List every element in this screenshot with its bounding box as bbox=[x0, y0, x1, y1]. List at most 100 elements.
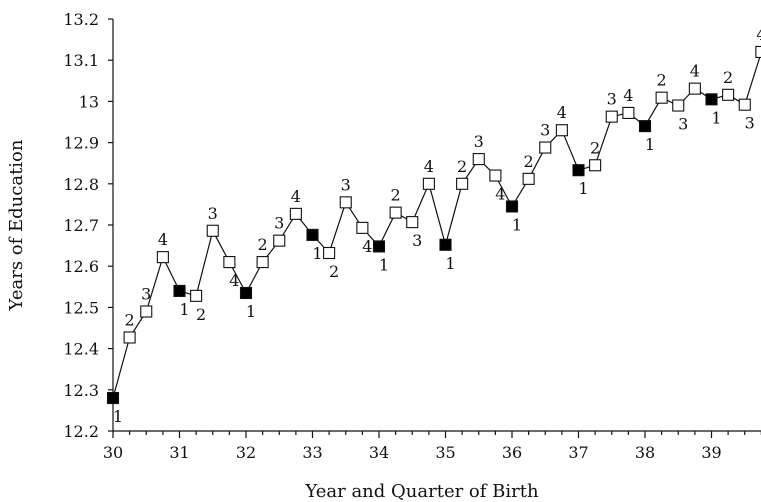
data-point-hollow bbox=[140, 305, 153, 318]
data-point-filled bbox=[505, 200, 519, 213]
data-point-filled bbox=[372, 240, 386, 253]
data-point-filled bbox=[239, 286, 253, 300]
y-tick-label: 13.2 bbox=[63, 10, 99, 29]
y-tick-label: 12.7 bbox=[63, 216, 99, 235]
quarter-label: 2 bbox=[329, 262, 339, 281]
data-point-hollow bbox=[622, 106, 635, 119]
data-point-hollow bbox=[688, 82, 701, 95]
quarter-label: 1 bbox=[445, 254, 455, 273]
data-point-filled bbox=[572, 164, 585, 177]
data-point-hollow bbox=[273, 234, 286, 247]
quarter-label: 2 bbox=[723, 68, 733, 87]
quarter-label: 4 bbox=[291, 187, 301, 206]
data-point-hollow bbox=[755, 45, 761, 59]
y-tick-label: 12.2 bbox=[63, 422, 99, 441]
data-point-hollow bbox=[472, 153, 485, 166]
data-point-hollow bbox=[389, 206, 402, 219]
x-tick-label: 33 bbox=[302, 443, 322, 462]
y-tick-label: 13.1 bbox=[63, 51, 99, 70]
data-point-hollow bbox=[156, 251, 169, 264]
data-point-filled bbox=[306, 228, 319, 241]
quarter-labels: 1234123412341234123412341234123412341234 bbox=[113, 25, 761, 426]
data-point-hollow bbox=[589, 159, 602, 172]
quarter-label: 3 bbox=[745, 114, 755, 133]
data-point-hollow bbox=[206, 224, 219, 237]
y-tick-label: 13 bbox=[79, 92, 99, 111]
data-point-hollow bbox=[456, 177, 469, 190]
y-tick-label: 12.5 bbox=[63, 298, 99, 317]
quarter-label: 1 bbox=[711, 108, 721, 127]
quarter-label: 1 bbox=[246, 302, 256, 321]
data-point-filled bbox=[106, 391, 120, 405]
quarter-label: 2 bbox=[125, 310, 135, 329]
quarter-label: 2 bbox=[391, 186, 401, 205]
x-axis-ticks: 30 31 32 33 34 35 36 37 38 39 bbox=[103, 431, 761, 462]
y-axis-ticks: 12.2 12.3 12.4 12.5 12.6 12.7 12.8 12.9 13 13.1 13… bbox=[63, 10, 113, 441]
quarter-label: 2 bbox=[524, 152, 534, 171]
quarter-label: 4 bbox=[362, 237, 372, 256]
data-point-hollow bbox=[522, 172, 535, 185]
quarter-label: 2 bbox=[457, 157, 467, 176]
quarter-label: 3 bbox=[141, 285, 151, 304]
data-point-filled bbox=[173, 284, 186, 297]
quarter-label: 1 bbox=[645, 135, 655, 154]
data-point-hollow bbox=[323, 246, 336, 260]
x-axis-title: Year and Quarter of Birth bbox=[304, 481, 539, 502]
data-point-hollow bbox=[289, 207, 302, 220]
quarter-label: 3 bbox=[274, 214, 284, 233]
y-tick-label: 12.3 bbox=[63, 381, 99, 400]
quarter-label: 3 bbox=[341, 175, 351, 194]
quarter-label: 1 bbox=[113, 407, 123, 426]
x-tick-label: 34 bbox=[369, 443, 389, 462]
quarter-label: 1 bbox=[379, 255, 389, 274]
data-point-hollow bbox=[356, 221, 369, 234]
data-point-hollow bbox=[655, 91, 668, 104]
data-point-hollow bbox=[722, 88, 735, 101]
quarter-label: 4 bbox=[557, 103, 567, 122]
data-series bbox=[112, 51, 761, 399]
quarter-label: 1 bbox=[578, 179, 588, 198]
data-point-hollow bbox=[738, 98, 751, 111]
y-axis-title: Years of Education bbox=[6, 139, 27, 311]
data-point-hollow bbox=[422, 177, 435, 190]
data-point-hollow bbox=[489, 169, 502, 182]
x-tick-label: 37 bbox=[568, 443, 588, 462]
data-point-hollow bbox=[605, 110, 618, 123]
quarter-label: 4 bbox=[756, 25, 761, 44]
quarter-label: 2 bbox=[657, 71, 667, 90]
x-tick-label: 39 bbox=[701, 443, 721, 462]
quarter-label: 3 bbox=[412, 231, 422, 250]
data-point-hollow bbox=[223, 256, 236, 269]
data-point-hollow bbox=[672, 99, 685, 112]
data-point-filled bbox=[439, 238, 452, 251]
quarter-label: 1 bbox=[512, 215, 522, 234]
x-tick-label: 36 bbox=[502, 443, 522, 462]
quarter-label: 3 bbox=[540, 121, 550, 140]
series-line bbox=[112, 51, 761, 399]
quarter-label: 4 bbox=[424, 157, 434, 176]
data-point-filled bbox=[638, 120, 652, 133]
x-tick-label: 32 bbox=[236, 443, 256, 462]
quarter-label: 3 bbox=[474, 132, 484, 151]
data-point-hollow bbox=[256, 256, 269, 269]
y-tick-label: 12.8 bbox=[63, 175, 99, 194]
quarter-label: 3 bbox=[208, 204, 218, 223]
quarter-label: 1 bbox=[312, 244, 322, 263]
data-point-hollow bbox=[123, 331, 136, 344]
x-tick-label: 35 bbox=[435, 443, 455, 462]
quarter-label: 4 bbox=[690, 62, 700, 81]
y-tick-label: 12.6 bbox=[63, 257, 99, 276]
data-point-hollow bbox=[190, 289, 203, 302]
quarter-label: 2 bbox=[590, 138, 600, 157]
quarter-label: 3 bbox=[607, 90, 617, 109]
x-tick-label: 38 bbox=[635, 443, 655, 462]
quarter-label: 1 bbox=[179, 300, 189, 319]
quarter-label: 4 bbox=[158, 230, 168, 249]
x-tick-label: 30 bbox=[103, 443, 123, 462]
y-tick-label: 12.9 bbox=[63, 134, 99, 153]
data-markers bbox=[106, 45, 761, 405]
quarter-label: 4 bbox=[623, 86, 633, 105]
quarter-label: 4 bbox=[495, 185, 505, 204]
